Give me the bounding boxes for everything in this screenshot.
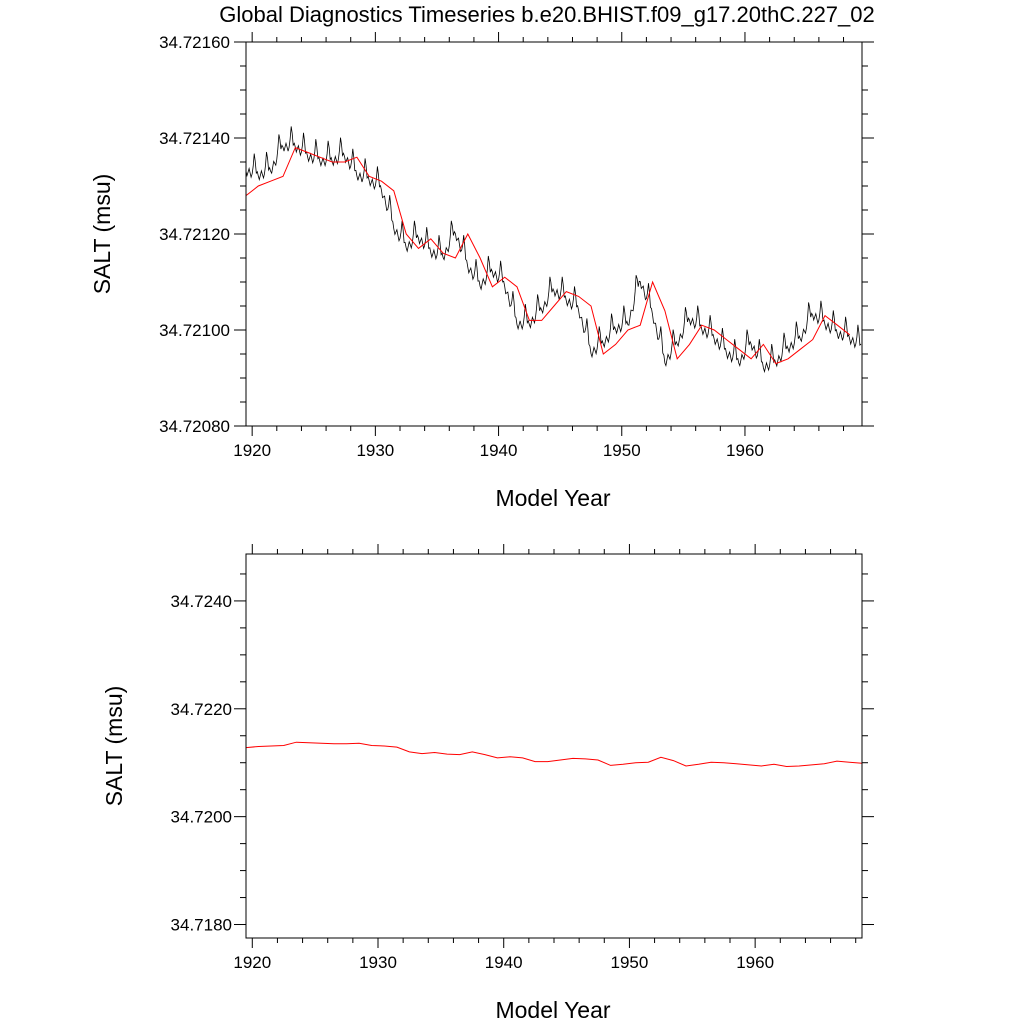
y-tick-label: 34.72160 xyxy=(159,33,230,52)
y-tick-label: 34.7180 xyxy=(171,916,232,935)
figure-title: Global Diagnostics Timeseries b.e20.BHIS… xyxy=(219,2,875,27)
chart-panel-2: 1920 1930 1940 1950 1960 34.7180 34.7200 34.722… xyxy=(101,544,874,1023)
x-tick-label: 1930 xyxy=(359,953,397,972)
y-tick-label: 34.7220 xyxy=(171,700,232,719)
y-tick-label: 34.72120 xyxy=(159,225,230,244)
x-tick-label: 1920 xyxy=(233,441,271,460)
series-line-annual-mean xyxy=(245,741,863,768)
x-tick-label: 1940 xyxy=(485,953,523,972)
x-tick-label: 1940 xyxy=(480,441,518,460)
x-tick-label: 1960 xyxy=(736,953,774,972)
y-axis-label: SALT (msu) xyxy=(89,174,115,295)
x-tick-label: 1930 xyxy=(356,441,394,460)
chart-panel-1: 1920 1930 1940 1950 1960 34.72080 34.72100 34.7… xyxy=(89,32,874,511)
plot-frame xyxy=(245,553,863,939)
y-tick-label: 34.72100 xyxy=(159,321,230,340)
x-tick-label: 1960 xyxy=(726,441,764,460)
plot-frame xyxy=(245,41,863,427)
x-tick-label: 1950 xyxy=(603,441,641,460)
x-tick-label: 1950 xyxy=(611,953,649,972)
series-line-monthly xyxy=(245,126,862,374)
y-axis-label: SALT (msu) xyxy=(101,686,127,807)
series-line-annual-mean xyxy=(245,146,851,365)
y-tick-label: 34.72140 xyxy=(159,129,230,148)
x-tick-label: 1920 xyxy=(233,953,271,972)
x-axis-label: Model Year xyxy=(495,997,610,1023)
y-tick-label: 34.7240 xyxy=(171,592,232,611)
y-tick-label: 34.72080 xyxy=(159,417,230,436)
y-tick-label: 34.7200 xyxy=(171,808,232,827)
x-axis-label: Model Year xyxy=(495,485,610,511)
